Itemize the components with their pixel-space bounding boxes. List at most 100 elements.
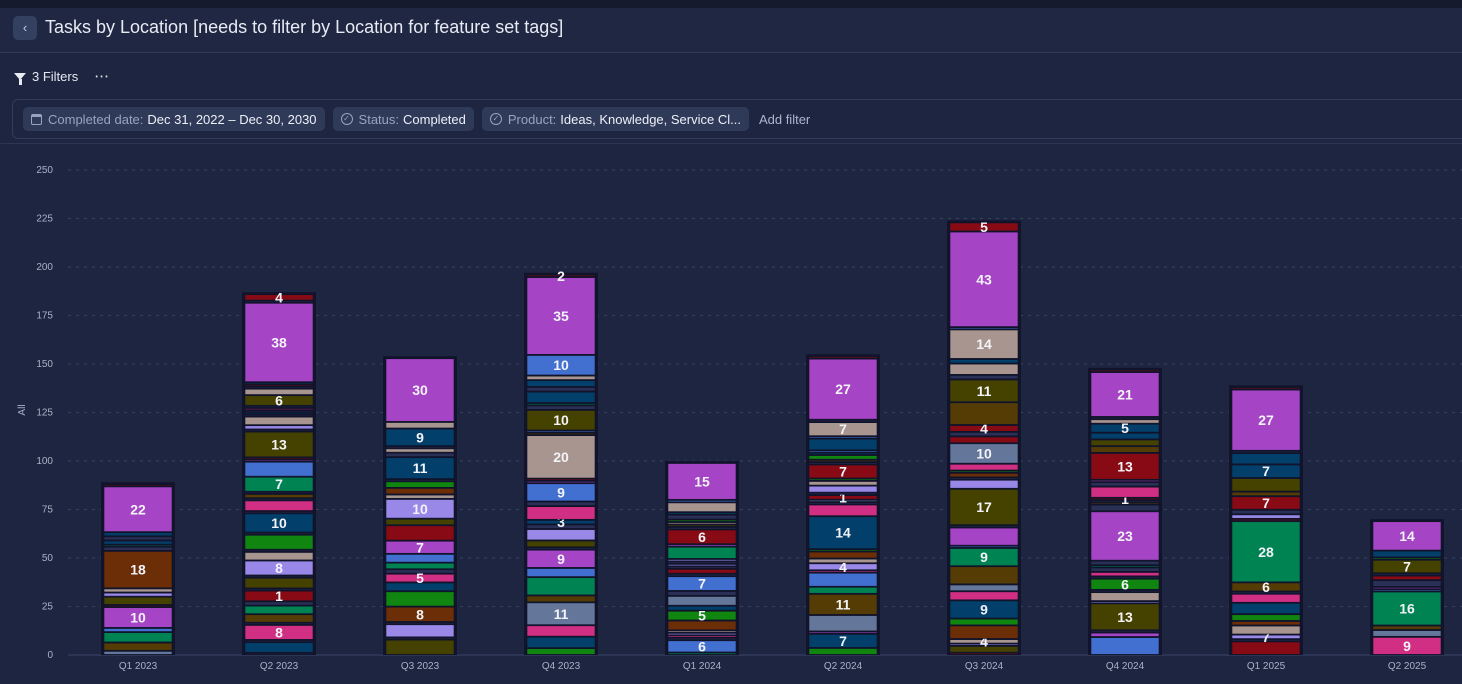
bar-segment[interactable]: [1090, 432, 1160, 440]
bar-segment[interactable]: [526, 275, 596, 277]
bar-segment[interactable]: [949, 639, 1019, 644]
bar-segment[interactable]: [244, 550, 314, 552]
bar-segment[interactable]: [1090, 590, 1160, 592]
bar-segment[interactable]: [1090, 498, 1160, 500]
filter-chip-status[interactable]: ✓ Status: Completed: [332, 107, 474, 131]
bar-segment[interactable]: [1090, 601, 1160, 604]
bar-segment[interactable]: [385, 448, 455, 453]
bar-segment[interactable]: [808, 563, 878, 571]
bar-segment[interactable]: [808, 481, 878, 486]
add-filter-button[interactable]: Add filter: [758, 111, 811, 127]
bar-segment[interactable]: [1372, 625, 1442, 630]
bar-segment[interactable]: [1090, 480, 1160, 482]
bar-segment[interactable]: [1090, 560, 1160, 565]
bar-segment[interactable]: [808, 492, 878, 495]
bar-segment[interactable]: [949, 479, 1019, 489]
bar-segment[interactable]: [244, 588, 314, 591]
bar-segment[interactable]: [526, 547, 596, 550]
bar-segment[interactable]: [667, 529, 737, 544]
bar-segment[interactable]: [1231, 625, 1301, 635]
bar-segment[interactable]: [385, 499, 455, 519]
bar-segment[interactable]: [949, 618, 1019, 626]
bar-segment[interactable]: [1231, 496, 1301, 510]
bar-segment[interactable]: [1090, 603, 1160, 630]
bar-segment[interactable]: [808, 358, 878, 420]
bar-segment[interactable]: [808, 587, 878, 594]
bar-segment[interactable]: [244, 513, 314, 533]
bar-segment[interactable]: [103, 536, 173, 541]
bar-segment[interactable]: [244, 410, 314, 412]
bar-segment[interactable]: [103, 486, 173, 532]
bar-segment[interactable]: [244, 590, 314, 602]
bar-segment[interactable]: [103, 484, 173, 487]
bar-segment[interactable]: [103, 597, 173, 605]
bar-segment[interactable]: [667, 610, 737, 621]
bar-segment[interactable]: [103, 607, 173, 628]
bar-segment[interactable]: [949, 600, 1019, 619]
bar-segment[interactable]: [1231, 634, 1301, 639]
bar-segment[interactable]: [808, 648, 878, 655]
bar-segment[interactable]: [667, 640, 737, 653]
bar-segment[interactable]: [103, 651, 173, 655]
bar-segment[interactable]: [244, 494, 314, 498]
bar-segment[interactable]: [1231, 594, 1301, 603]
bar-segment[interactable]: [667, 514, 737, 520]
bar-segment[interactable]: [244, 532, 314, 535]
bar-segment[interactable]: [385, 525, 455, 541]
bar-segment[interactable]: [1231, 641, 1301, 655]
bar-segment[interactable]: [949, 222, 1019, 232]
bar-segment[interactable]: [949, 443, 1019, 464]
bar-segment[interactable]: [385, 446, 455, 449]
bar-segment[interactable]: [949, 359, 1019, 364]
bar-segment[interactable]: [526, 520, 596, 525]
bar-segment[interactable]: [808, 594, 878, 615]
bar-segment[interactable]: [1090, 565, 1160, 568]
bar-segment[interactable]: [808, 356, 878, 359]
bar-segment[interactable]: [1231, 514, 1301, 519]
bar-segment[interactable]: [244, 412, 314, 415]
bar-segment[interactable]: [526, 277, 596, 355]
bar-segment[interactable]: [667, 561, 737, 564]
bar-segment[interactable]: [808, 455, 878, 460]
bar-segment[interactable]: [526, 625, 596, 637]
bar-segment[interactable]: [1372, 550, 1442, 558]
bar-segment[interactable]: [949, 625, 1019, 639]
bar-segment[interactable]: [244, 303, 314, 382]
bar-segment[interactable]: [385, 639, 455, 655]
bar-segment[interactable]: [667, 591, 737, 596]
bar-segment[interactable]: [385, 622, 455, 624]
back-button[interactable]: ‹: [13, 16, 37, 40]
bar-segment[interactable]: [385, 428, 455, 446]
bar-segment[interactable]: [949, 646, 1019, 653]
bar-segment[interactable]: [808, 462, 878, 465]
bar-segment[interactable]: [1090, 578, 1160, 590]
bar-segment[interactable]: [949, 525, 1019, 528]
bar-segment[interactable]: [667, 527, 737, 530]
bar-segment[interactable]: [667, 512, 737, 515]
bar-segment[interactable]: [808, 551, 878, 559]
bar-segment[interactable]: [244, 535, 314, 550]
bar-segment[interactable]: [385, 481, 455, 488]
bar-segment[interactable]: [1372, 573, 1442, 576]
bar-segment[interactable]: [667, 502, 737, 512]
bar-segment[interactable]: [244, 459, 314, 462]
bar-segment[interactable]: [667, 606, 737, 611]
bar-segment[interactable]: [949, 402, 1019, 425]
bar-segment[interactable]: [385, 569, 455, 574]
bar-segment[interactable]: [949, 584, 1019, 591]
bar-segment[interactable]: [667, 652, 737, 655]
bar-segment[interactable]: [526, 577, 596, 596]
bar-segment[interactable]: [949, 436, 1019, 443]
bar-segment[interactable]: [1231, 614, 1301, 621]
bar-segment[interactable]: [1090, 576, 1160, 579]
bar-segment[interactable]: [244, 477, 314, 492]
bar-segment[interactable]: [244, 577, 314, 589]
bar-segment[interactable]: [667, 620, 737, 631]
bar-segment[interactable]: [526, 524, 596, 529]
bar-segment[interactable]: [949, 653, 1019, 655]
bar-segment[interactable]: [949, 473, 1019, 478]
bar-segment[interactable]: [244, 395, 314, 406]
bar-segment[interactable]: [103, 592, 173, 597]
bar-segment[interactable]: [1090, 419, 1160, 424]
bar-segment[interactable]: [1090, 630, 1160, 633]
